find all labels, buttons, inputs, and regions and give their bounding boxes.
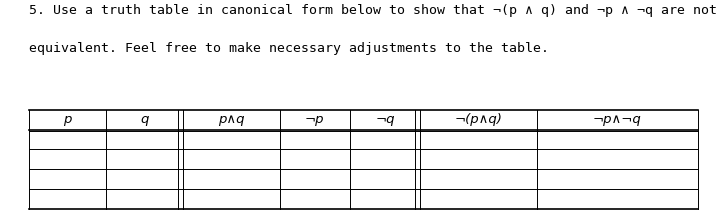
Text: ¬p∧¬q: ¬p∧¬q: [593, 113, 642, 126]
Text: ¬(p∧q): ¬(p∧q): [455, 113, 502, 126]
Text: 5. Use a truth table in canonical form below to show that ¬(p ∧ q) and ¬p ∧ ¬q a: 5. Use a truth table in canonical form b…: [29, 4, 717, 17]
Text: p: p: [63, 113, 72, 126]
Text: ¬q: ¬q: [375, 113, 395, 126]
Text: q: q: [140, 113, 148, 126]
Text: ¬p: ¬p: [305, 113, 325, 126]
Text: equivalent. Feel free to make necessary adjustments to the table.: equivalent. Feel free to make necessary …: [29, 42, 549, 55]
Text: p∧q: p∧q: [218, 113, 244, 126]
